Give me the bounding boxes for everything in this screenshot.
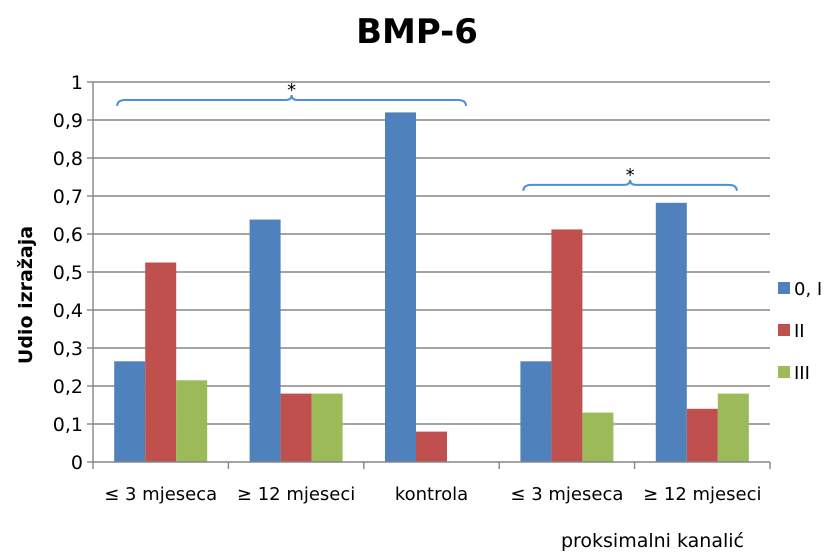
- y-tick-label: 0,7: [53, 186, 83, 208]
- bar: [280, 393, 312, 462]
- legend-label: II: [794, 321, 805, 342]
- bar: [385, 112, 416, 463]
- x-category-label: ≤ 3 mjeseca: [104, 484, 217, 505]
- axes: [87, 81, 771, 469]
- y-tick-label: 0,5: [53, 262, 83, 284]
- x-category-label: kontrola: [395, 484, 468, 505]
- y-tick-label: 0,9: [53, 110, 83, 132]
- bar: [145, 262, 177, 462]
- bar: [114, 361, 146, 462]
- bar: [551, 229, 583, 462]
- x-category-label: ≤ 3 mjeseca: [510, 484, 623, 505]
- y-tick-label: 0,4: [53, 300, 83, 322]
- chart-title: BMP-6: [356, 12, 478, 52]
- bar: [311, 393, 343, 462]
- y-tick-label: 1: [71, 72, 83, 94]
- y-tick-label: 0,6: [53, 224, 83, 246]
- x-axis-title: proksimalni kanalić: [561, 530, 744, 552]
- legend-label: 0, I: [794, 279, 822, 300]
- legend-swatch: [778, 366, 790, 378]
- bar: [416, 431, 447, 462]
- significance-bracket: [522, 179, 738, 191]
- y-tick-labels: 0 0,1 0,2 0,3 0,4 0,5 0,6 0,7 0,8 0,9 1: [53, 72, 83, 474]
- significance-brackets: **: [116, 80, 738, 191]
- bars: [114, 112, 749, 463]
- y-tick-label: 0,3: [53, 338, 83, 360]
- y-axis-title: Udio izražaja: [15, 226, 37, 364]
- significance-star: *: [287, 80, 296, 101]
- legend-swatch: [778, 282, 790, 294]
- y-tick-label: 0,1: [53, 414, 83, 436]
- x-category-label: ≥ 12 mjeseci: [237, 484, 355, 505]
- bar: [520, 361, 552, 462]
- y-tick-label: 0: [71, 452, 83, 474]
- y-tick-label: 0,8: [53, 148, 83, 170]
- bar: [655, 202, 687, 462]
- x-category-label: ≥ 12 mjeseci: [643, 484, 761, 505]
- bar: [249, 219, 281, 462]
- significance-star: *: [626, 165, 635, 186]
- bar: [176, 380, 208, 462]
- significance-bracket: [116, 94, 467, 107]
- legend-label: III: [794, 363, 810, 384]
- bar: [686, 408, 718, 462]
- y-tick-label: 0,2: [53, 376, 83, 398]
- legend-swatch: [778, 324, 790, 336]
- x-category-labels: ≤ 3 mjeseca ≥ 12 mjeseci kontrola ≤ 3 mjese…: [104, 484, 761, 505]
- bar: [582, 412, 614, 462]
- bar: [717, 393, 749, 462]
